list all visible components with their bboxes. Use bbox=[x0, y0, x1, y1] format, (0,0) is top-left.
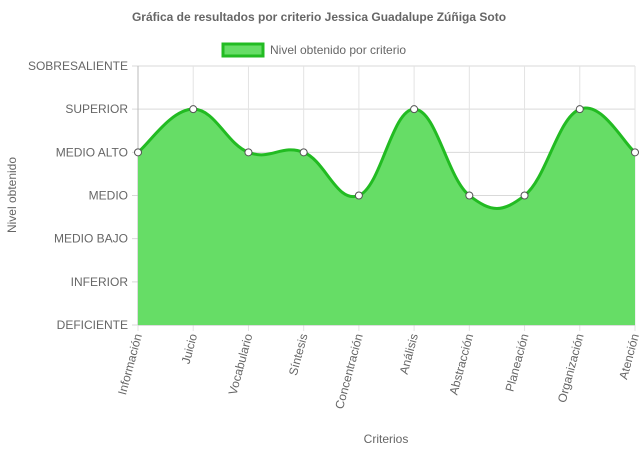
chart-title: Gráfica de resultados por criterio Jessi… bbox=[132, 10, 506, 24]
x-axis-title: Criterios bbox=[364, 432, 409, 446]
y-axis-title: Nivel obtenido bbox=[5, 157, 19, 233]
y-tick-label: SUPERIOR bbox=[65, 102, 128, 116]
data-point[interactable] bbox=[465, 191, 474, 200]
y-axis-ticks: DEFICIENTE INFERIOR MEDIO BAJO MEDIO MEDIO A… bbox=[28, 59, 128, 332]
series-line bbox=[137, 106, 637, 210]
data-points bbox=[134, 105, 639, 200]
y-tick-label: MEDIO bbox=[89, 189, 128, 203]
x-tick-label: Organización bbox=[555, 332, 587, 404]
data-point[interactable] bbox=[299, 148, 308, 157]
x-tick-label: Concentración bbox=[332, 332, 366, 410]
x-tick-label: Planeación bbox=[503, 332, 532, 393]
series-area bbox=[138, 108, 635, 325]
y-tick-label: INFERIOR bbox=[71, 275, 129, 289]
x-tick-label: Abstracción bbox=[446, 332, 476, 396]
x-tick-label: Análisis bbox=[397, 332, 421, 376]
x-tick-label: Síntesis bbox=[286, 332, 311, 377]
data-point[interactable] bbox=[520, 191, 529, 200]
y-tick-label: SOBRESALIENTE bbox=[28, 59, 128, 73]
data-point[interactable] bbox=[631, 148, 639, 157]
data-point[interactable] bbox=[134, 148, 142, 157]
y-tick-label: DEFICIENTE bbox=[57, 318, 128, 332]
x-tick-label: Juicio bbox=[179, 332, 201, 366]
legend-label: Nivel obtenido por criterio bbox=[270, 43, 406, 57]
y-tick-label: MEDIO ALTO bbox=[56, 145, 128, 159]
legend[interactable]: Nivel obtenido por criterio bbox=[221, 42, 406, 58]
y-tick-label: MEDIO BAJO bbox=[54, 232, 128, 246]
data-point[interactable] bbox=[244, 148, 253, 157]
x-tick-label: Vocabulario bbox=[226, 332, 256, 397]
data-point[interactable] bbox=[410, 105, 419, 114]
data-point[interactable] bbox=[575, 105, 584, 114]
x-tick-label: Información bbox=[115, 332, 145, 396]
x-axis-ticks: Información Juicio Vocabulario Síntesis Conc… bbox=[115, 332, 639, 411]
legend-swatch bbox=[221, 42, 265, 58]
data-point[interactable] bbox=[189, 105, 198, 114]
x-tick-label: Atención bbox=[616, 332, 639, 381]
data-point[interactable] bbox=[354, 191, 363, 200]
plot-area bbox=[137, 106, 637, 325]
